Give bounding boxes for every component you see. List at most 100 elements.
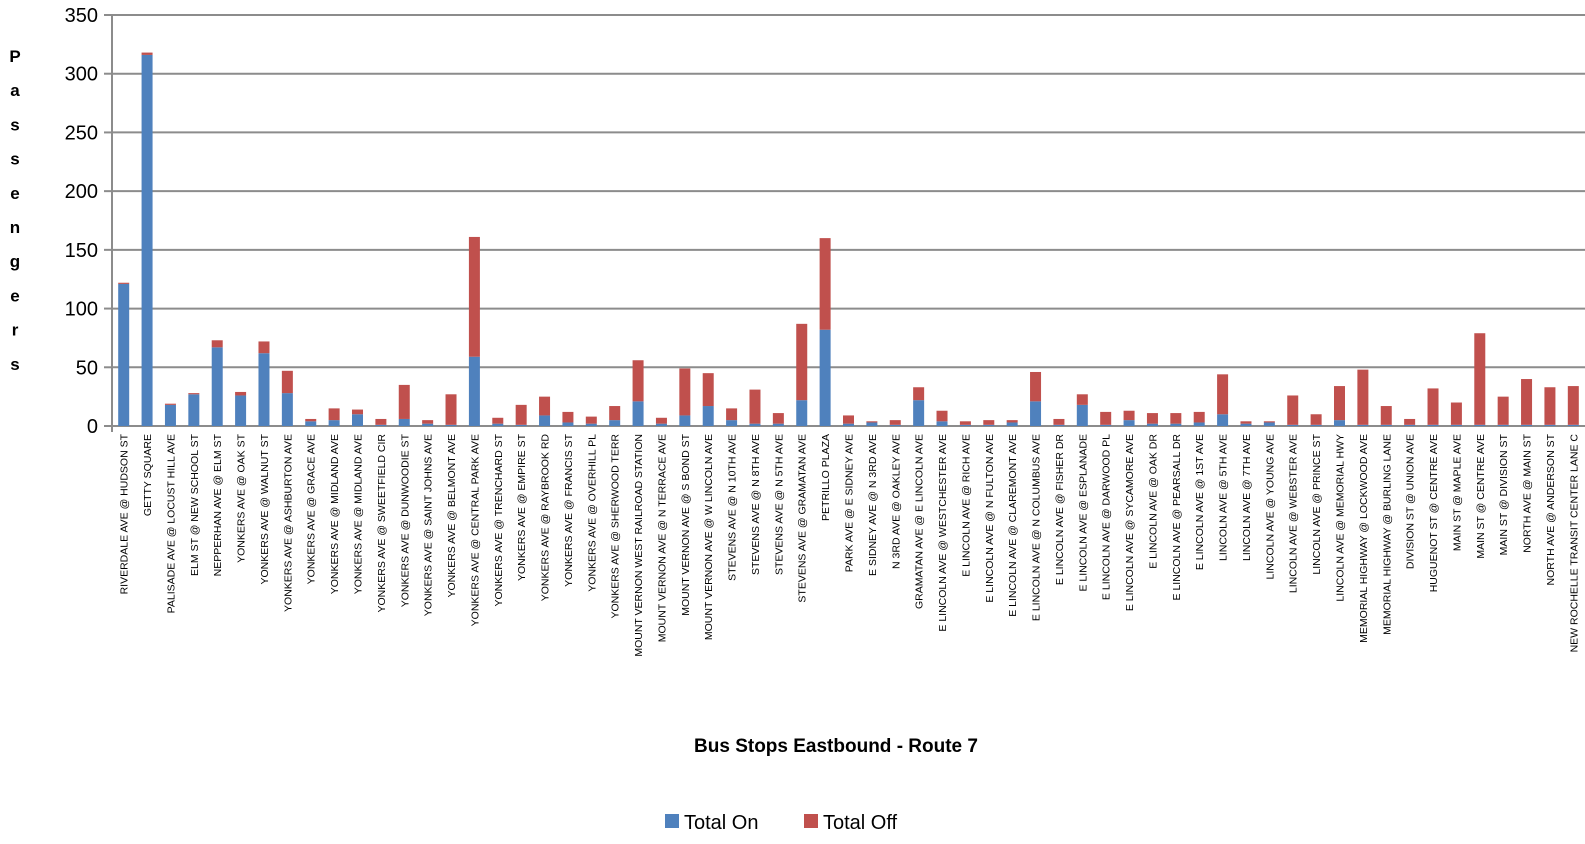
bar-total-off: [328, 408, 340, 421]
bar-total-off: [352, 409, 363, 415]
x-category-label: E LINCOLN AVE @ RICH AVE: [960, 434, 972, 577]
y-tick-label: 50: [76, 357, 98, 379]
bar-total-off: [1193, 411, 1205, 423]
bar-total-off: [1217, 374, 1229, 415]
bar-total-off: [1263, 421, 1275, 423]
x-axis-title: Bus Stops Eastbound - Route 7: [694, 736, 978, 757]
bar-total-off: [585, 416, 597, 424]
bar-total-off: [609, 406, 621, 421]
x-category-label: PALISADE AVE @ LOCUST HILL AVE: [165, 434, 177, 613]
bars: [118, 52, 1579, 426]
x-category-label: RIVERDALE AVE @ HUDSON ST: [119, 433, 131, 594]
bar-total-on: [1474, 424, 1486, 426]
bar-total-off: [632, 360, 644, 402]
bar-total-off: [1030, 371, 1042, 402]
legend-label-total-off: Total Off: [823, 812, 898, 834]
x-category-label: E LINCOLN AVE @ FISHER DR: [1054, 434, 1066, 585]
x-category-label: E LINCOLN AVE @ SYCAMORE AVE: [1124, 434, 1136, 611]
x-category-label: E LINCOLN AVE @ N FULTON AVE: [984, 434, 996, 603]
bar-total-off: [1380, 406, 1392, 425]
x-category-label: NORTH AVE @ MAIN ST: [1522, 433, 1534, 552]
bar-total-off: [141, 52, 153, 55]
bar-total-off: [468, 236, 480, 357]
y-axis-ticks: 0 50 100 150 200 250 300 350: [65, 5, 98, 438]
x-category-label: MOUNT VERNON AVE @ W LINCOLN AVE: [703, 434, 715, 640]
bar-total-on: [1427, 424, 1439, 426]
bar-total-on: [1521, 424, 1533, 426]
x-category-label: E LINCOLN AVE @ WESTCHESTER AVE: [937, 434, 949, 632]
bar-total-on: [258, 353, 270, 426]
bar-total-on: [468, 356, 480, 426]
x-category-label: YONKERS AVE @ GRACE AVE: [306, 434, 318, 584]
bar-total-on: [772, 423, 784, 426]
bar-total-on: [1146, 423, 1158, 426]
bar-total-off: [398, 384, 410, 419]
bar-total-on: [1544, 424, 1556, 426]
legend-swatch-total-off: [804, 814, 818, 828]
bar-total-off: [562, 411, 574, 423]
bar-total-on: [305, 421, 317, 426]
legend-swatch-total-on: [665, 814, 679, 828]
x-category-label: STEVENS AVE @ N 8TH AVE: [750, 434, 762, 575]
bar-total-off: [983, 420, 995, 425]
legend: Total On Total Off: [665, 812, 898, 834]
x-category-label: E LINCOLN AVE @ 1ST AVE: [1194, 434, 1206, 570]
bar-total-on: [889, 424, 901, 426]
bar-total-off: [913, 387, 925, 401]
bar-total-off: [1146, 413, 1158, 424]
y-tick-label: 100: [65, 299, 98, 321]
bar-total-off: [1240, 421, 1252, 424]
bar-total-off: [1474, 333, 1486, 425]
bar-total-off: [375, 418, 387, 425]
x-category-label: E LINCOLN AVE @ N COLUMBUS AVE: [1031, 434, 1043, 621]
bar-total-off: [702, 373, 714, 407]
bar-total-on: [211, 347, 223, 426]
x-category-label: STEVENS AVE @ N 5TH AVE: [773, 434, 785, 575]
bar-total-off: [1521, 379, 1533, 425]
bar-total-off: [118, 282, 130, 284]
y-tick-label: 200: [65, 181, 98, 203]
y-tick-label: 150: [65, 240, 98, 262]
bar-total-off: [936, 410, 948, 422]
x-axis-category-labels: RIVERDALE AVE @ HUDSON ST GETTY SQUARE PAL…: [119, 433, 1581, 656]
x-category-label: NORTH AVE @ ANDERSON ST: [1545, 433, 1557, 585]
bar-total-off: [492, 417, 504, 424]
bar-total-off: [679, 368, 691, 416]
legend-label-total-on: Total On: [684, 812, 758, 834]
x-category-label: E SIDNEY AVE @ N 3RD AVE: [867, 434, 879, 576]
bar-total-on: [281, 393, 293, 426]
x-category-label: E LINCOLN AVE @ DARWOOD PL: [1101, 434, 1113, 600]
x-category-label: YONKERS AVE @ SHERWOOD TERR: [610, 434, 622, 619]
x-category-label: STEVENS AVE @ GRAMATAN AVE: [797, 434, 809, 603]
bar-total-on: [585, 423, 597, 426]
bar-total-on: [1450, 424, 1462, 426]
bar-total-off: [1404, 418, 1416, 425]
x-category-label: MEMORIAL HIGHWAY @ LOCKWOOD AVE: [1358, 434, 1370, 643]
x-category-label: LINCOLN AVE @ 5TH AVE: [1218, 434, 1230, 561]
bar-total-off: [655, 417, 667, 424]
bar-total-on: [936, 421, 948, 426]
x-category-label: ELM ST @ NEW SCHOOL ST: [189, 433, 201, 576]
bar-total-off: [1497, 396, 1509, 425]
bar-total-on: [843, 423, 854, 426]
bar-total-off: [1544, 387, 1556, 425]
bar-total-on: [141, 54, 153, 426]
bar-total-off: [1357, 369, 1369, 425]
x-category-label: YONKERS AVE @ RAYBROOK RD: [540, 434, 552, 602]
bar-total-on: [1240, 423, 1252, 426]
bar-total-on: [1053, 424, 1065, 426]
bar-total-on: [819, 329, 831, 426]
y-tick-label: 250: [65, 122, 98, 144]
x-category-label: YONKERS AVE @ CENTRAL PARK AVE: [469, 434, 481, 626]
x-category-label: LINCOLN AVE @ PRINCE ST: [1311, 433, 1323, 574]
bar-total-on: [866, 422, 878, 426]
x-category-label: PETRILLO PLAZA: [820, 434, 832, 521]
bar-total-on: [1567, 424, 1579, 426]
bar-total-on: [235, 395, 247, 426]
bar-total-off: [1123, 410, 1135, 421]
x-category-label: LINCOLN AVE @ WEBSTER AVE: [1288, 434, 1300, 593]
x-category-label: E LINCOLN AVE @ ESPLANADE: [1077, 434, 1089, 592]
bar-total-off: [796, 323, 808, 401]
x-category-label: STEVENS AVE @ N 10TH AVE: [727, 434, 739, 581]
bar-total-on: [1076, 404, 1088, 426]
